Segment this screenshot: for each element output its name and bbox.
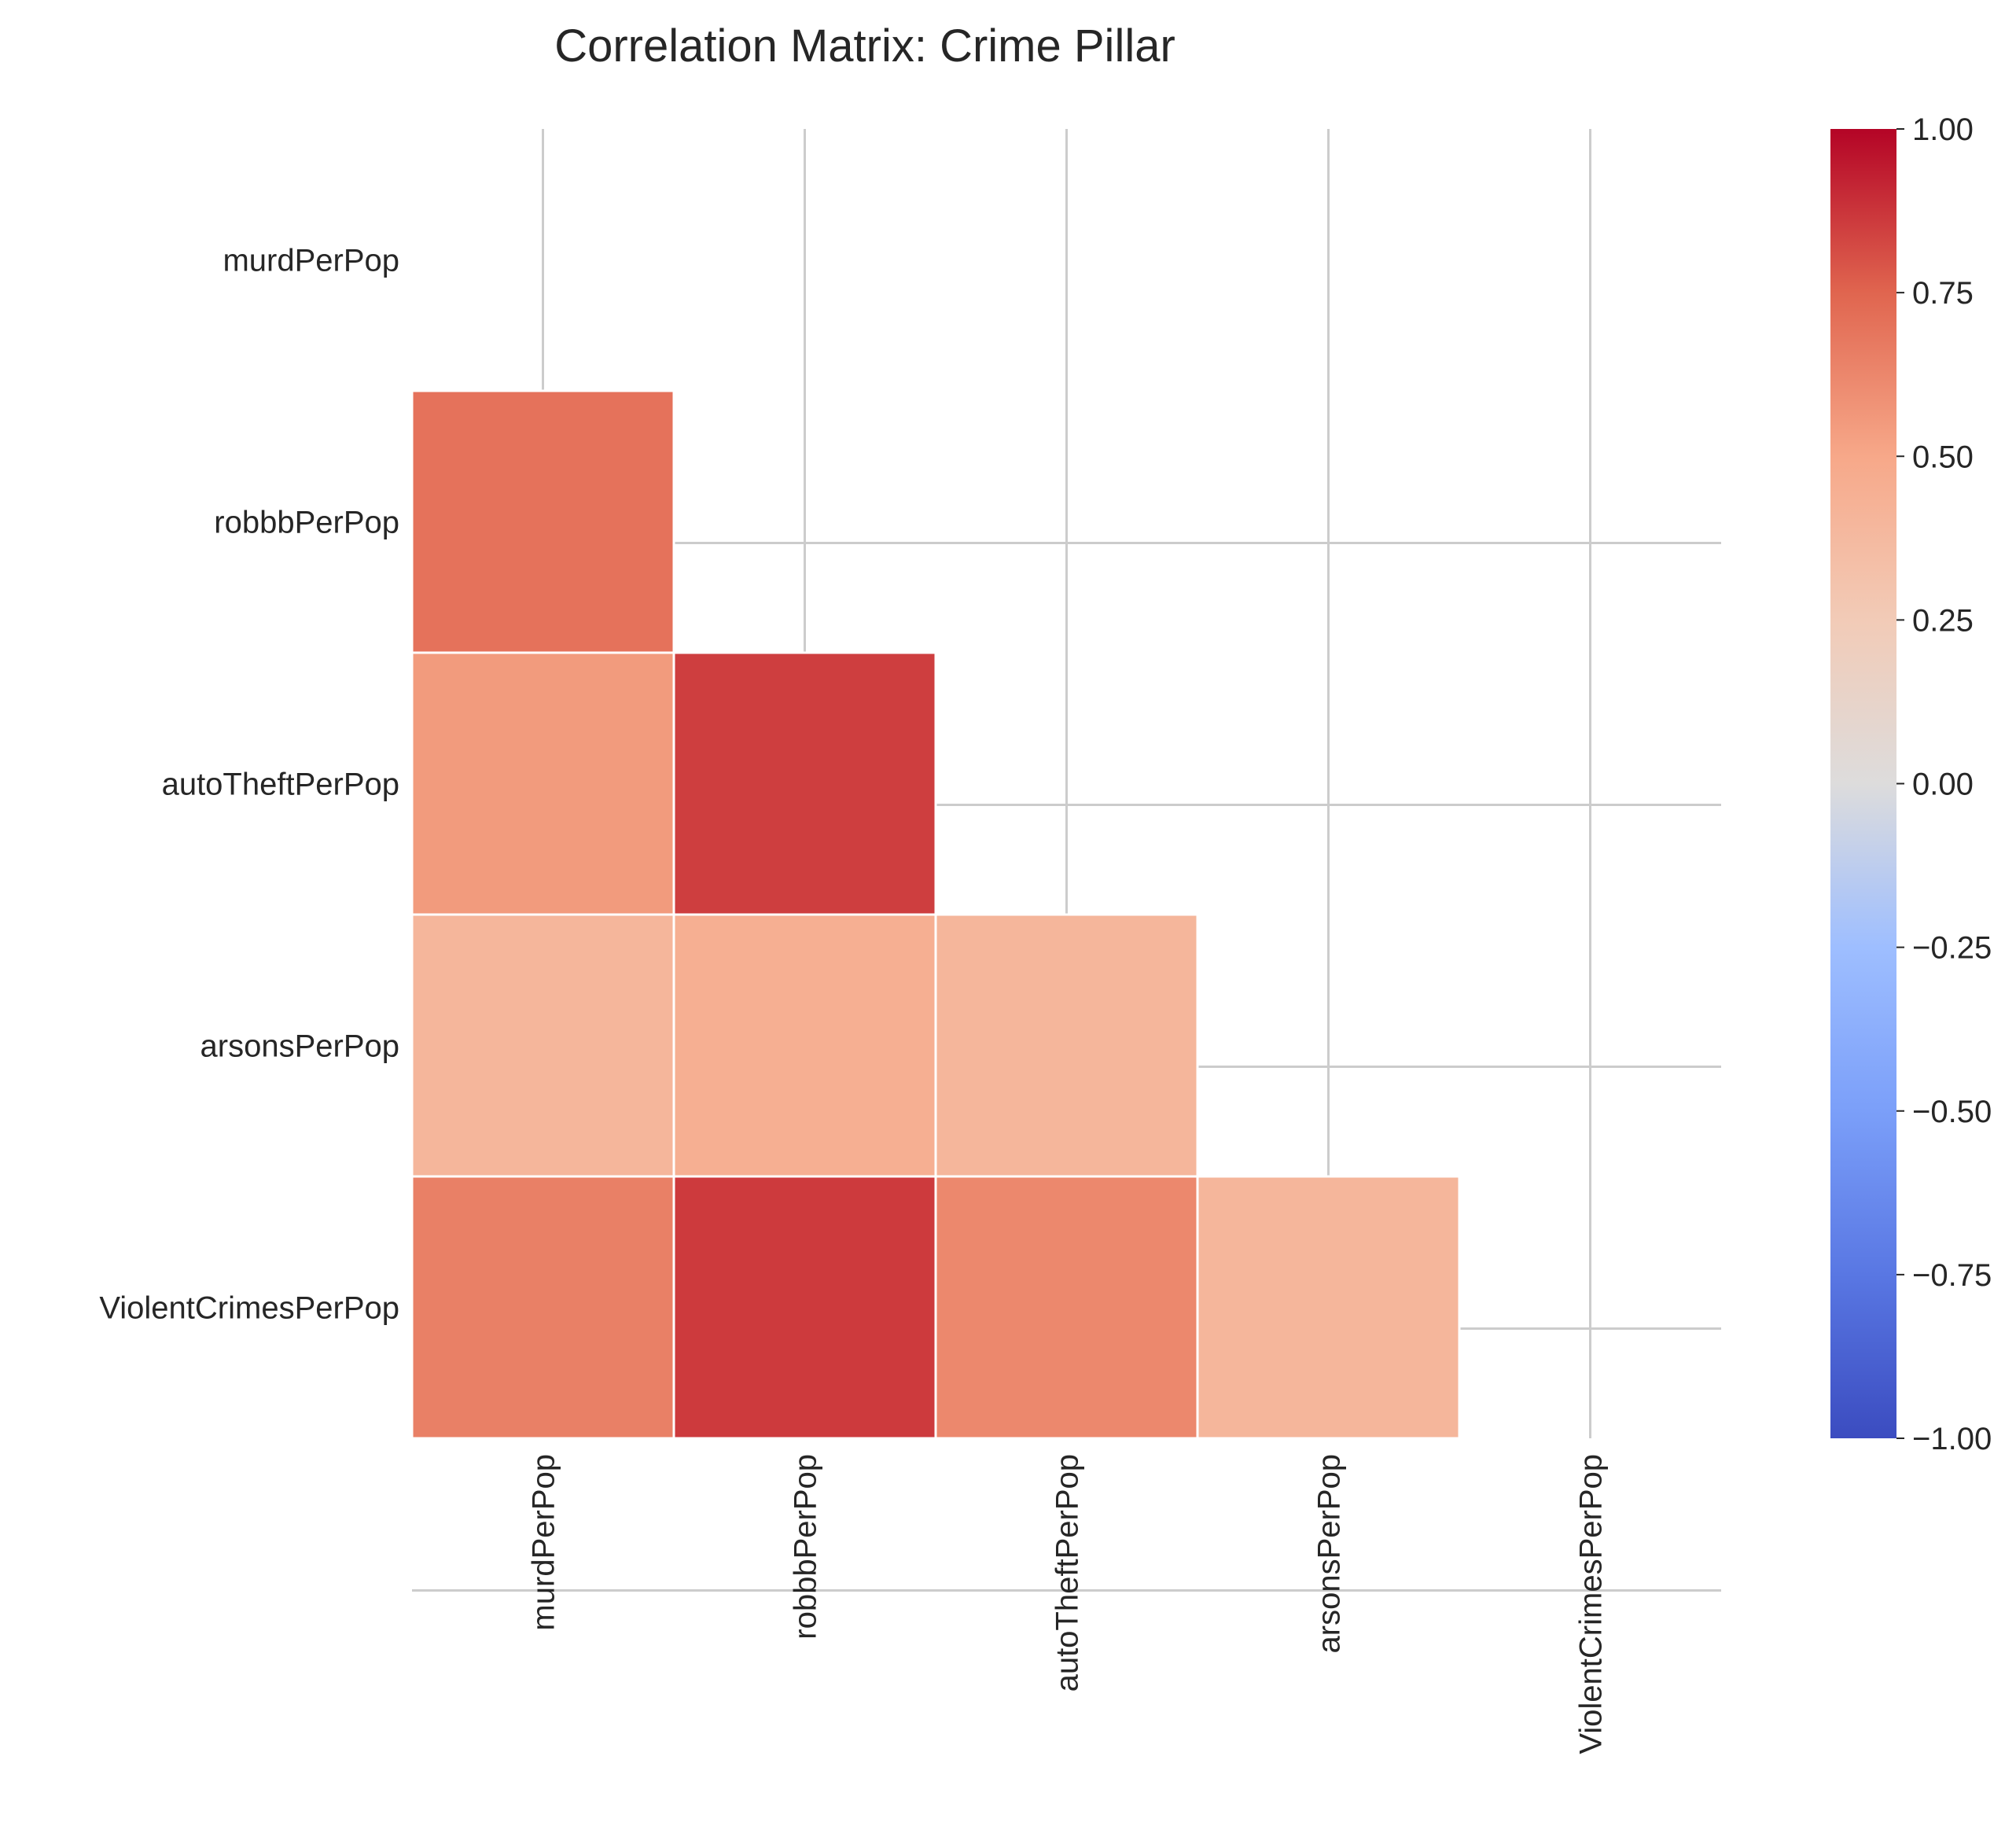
x-tick-label: ViolentCrimesPerPop [1574,1454,1609,1754]
heatmap-cell [934,913,1199,1178]
colorbar-tick-label: 0.00 [1912,768,1974,802]
y-tick-label: robbbPerPop [214,506,399,540]
colorbar-tick-label: 0.50 [1912,440,1974,474]
colorbar-tick-label: −1.00 [1912,1422,1992,1456]
colorbar-tick-label: 0.25 [1912,603,1974,638]
colorbar: 1.00 0.75 0.50 0.25 0.00 −0.25 −0.50 −0.75 −1.00 [1830,112,1992,1456]
heatmap-cell [934,1175,1199,1440]
y-tick-label: arsonsPerPop [200,1029,399,1064]
colorbar-tick-label: 0.75 [1912,276,1974,311]
x-tick-labels: murdPerPop robbbPerPop autoTheftPerPop arso… [527,1454,1609,1754]
heatmap-cell [410,913,675,1178]
colorbar-tick-label: −0.25 [1912,931,1992,966]
x-tick-label: arsonsPerPop [1312,1454,1347,1653]
heatmap-cell [672,651,937,916]
colorbar-ticks: 1.00 0.75 0.50 0.25 0.00 −0.25 −0.50 −0.75 −1.00 [1896,112,1992,1456]
x-tick-label: robbbPerPop [789,1454,823,1640]
colorbar-tick-label: −0.75 [1912,1258,1992,1293]
heatmap-cells [410,389,1461,1440]
heatmap-cell [672,913,937,1178]
heatmap-cell [410,1175,675,1440]
colorbar-tick-label: −0.50 [1912,1095,1992,1129]
x-tick-label: autoTheftPerPop [1050,1454,1085,1692]
heatmap-cell [410,389,675,654]
colorbar-gradient [1830,129,1896,1438]
y-tick-label: autoTheftPerPop [162,768,399,802]
y-tick-label: murdPerPop [223,244,399,278]
x-tick-label: murdPerPop [527,1454,561,1631]
chart-title: Correlation Matrix: Crime Pillar [554,20,1175,72]
y-tick-labels: murdPerPop robbbPerPop autoTheftPerPop arso… [99,244,399,1326]
heatmap-cell [672,1175,937,1440]
heatmap-cell [1196,1175,1461,1440]
colorbar-tick-label: 1.00 [1912,112,1974,147]
y-tick-label: ViolentCrimesPerPop [99,1291,399,1326]
heatmap-cell [410,651,675,916]
